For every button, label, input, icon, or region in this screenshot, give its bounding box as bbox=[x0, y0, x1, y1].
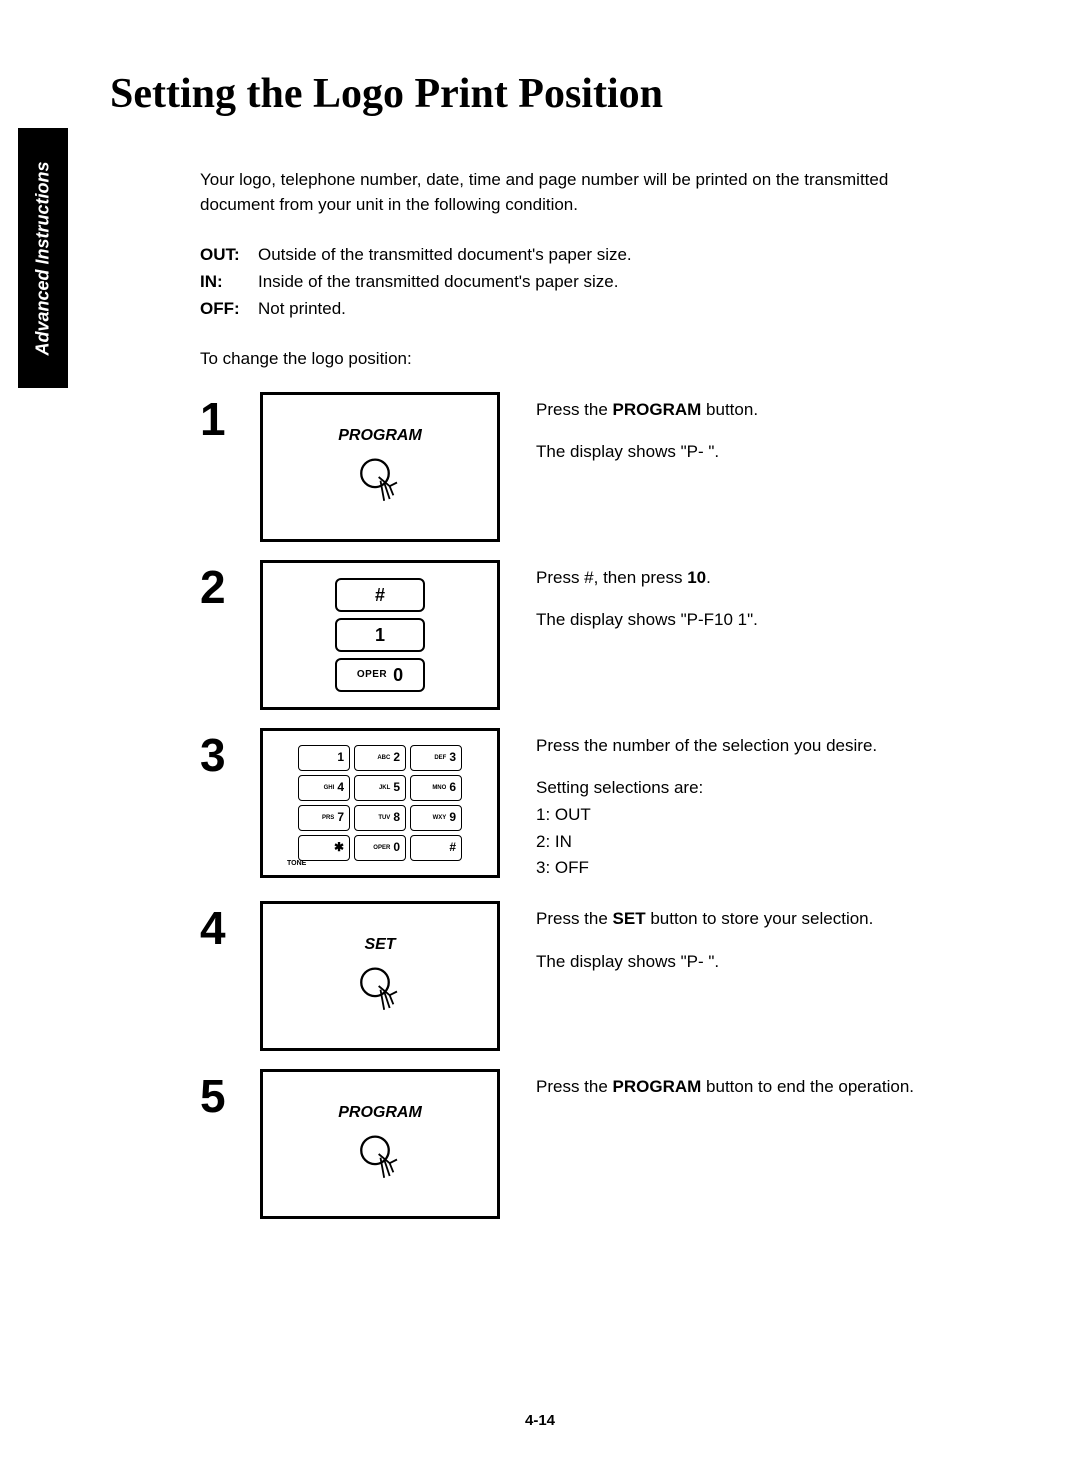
step-diagram: PROGRAM bbox=[260, 1069, 500, 1219]
def-desc: Inside of the transmitted document's pap… bbox=[258, 270, 618, 295]
press-button-icon bbox=[353, 1132, 408, 1187]
kp-0: OPER0 bbox=[354, 835, 406, 861]
step-diagram: # 1 OPER0 bbox=[260, 560, 500, 710]
def-row: IN: Inside of the transmitted document's… bbox=[200, 270, 1020, 295]
kp-hash: # bbox=[410, 835, 462, 861]
selections-intro: Setting selections are: bbox=[536, 776, 956, 801]
step-line: Press #, then press 10. bbox=[536, 566, 956, 591]
key-0: OPER0 bbox=[335, 658, 425, 692]
step-line: Press the SET button to store your selec… bbox=[536, 907, 956, 932]
kp-7: PRS7 bbox=[298, 805, 350, 831]
kp-1: 1 bbox=[298, 745, 350, 771]
press-button-icon bbox=[353, 964, 408, 1019]
step-text: Press the number of the selection you de… bbox=[536, 728, 956, 883]
diagram-label: PROGRAM bbox=[338, 424, 422, 447]
step-5: 5 PROGRAM Press the PROGRAM button to en… bbox=[200, 1069, 1020, 1219]
selection: 1: OUT bbox=[536, 803, 956, 828]
step-text: Press the PROGRAM button to end the oper… bbox=[536, 1069, 956, 1118]
step-line: Press the number of the selection you de… bbox=[536, 734, 956, 759]
step-line: The display shows "P- ". bbox=[536, 950, 956, 975]
definitions-block: OUT: Outside of the transmitted document… bbox=[200, 243, 1020, 321]
step-text: Press #, then press 10. The display show… bbox=[536, 560, 956, 651]
step-line: The display shows "P-F10 1". bbox=[536, 608, 956, 633]
key-hash: # bbox=[335, 578, 425, 612]
step-line: Press the PROGRAM button. bbox=[536, 398, 956, 423]
side-tab: Advanced Instructions bbox=[18, 128, 68, 388]
step-number: 4 bbox=[200, 905, 260, 951]
def-term: IN: bbox=[200, 270, 258, 295]
key-1: 1 bbox=[335, 618, 425, 652]
side-tab-label: Advanced Instructions bbox=[33, 161, 54, 355]
key-stack: # 1 OPER0 bbox=[335, 568, 425, 702]
step-diagram: PROGRAM bbox=[260, 392, 500, 542]
def-desc: Not printed. bbox=[258, 297, 346, 322]
content: Your logo, telephone number, date, time … bbox=[200, 168, 1020, 1219]
def-row: OFF: Not printed. bbox=[200, 297, 1020, 322]
kp-4: GHI4 bbox=[298, 775, 350, 801]
step-3: 3 1 ABC2 DEF3 GHI4 JKL5 MNO6 PRS7 TUV8 W… bbox=[200, 728, 1020, 883]
page-number: 4-14 bbox=[525, 1412, 555, 1429]
intro-text: Your logo, telephone number, date, time … bbox=[200, 168, 960, 217]
step-number: 1 bbox=[200, 396, 260, 442]
keypad: 1 ABC2 DEF3 GHI4 JKL5 MNO6 PRS7 TUV8 WXY… bbox=[288, 735, 472, 871]
step-4: 4 SET Press the SET button to store your… bbox=[200, 901, 1020, 1051]
kp-3: DEF3 bbox=[410, 745, 462, 771]
kp-star: ✱ bbox=[298, 835, 350, 861]
kp-5: JKL5 bbox=[354, 775, 406, 801]
diagram-label: SET bbox=[364, 933, 395, 956]
kp-6: MNO6 bbox=[410, 775, 462, 801]
def-term: OFF: bbox=[200, 297, 258, 322]
step-number: 2 bbox=[200, 564, 260, 610]
step-text: Press the SET button to store your selec… bbox=[536, 901, 956, 992]
steps: 1 PROGRAM Press the PROGRAM button. The … bbox=[200, 392, 1020, 1219]
step-number: 5 bbox=[200, 1073, 260, 1119]
step-text: Press the PROGRAM button. The display sh… bbox=[536, 392, 956, 483]
selection: 3: OFF bbox=[536, 856, 956, 881]
step-2: 2 # 1 OPER0 Press #, then press 10. The … bbox=[200, 560, 1020, 710]
def-desc: Outside of the transmitted document's pa… bbox=[258, 243, 632, 268]
def-row: OUT: Outside of the transmitted document… bbox=[200, 243, 1020, 268]
change-line: To change the logo position: bbox=[200, 347, 1020, 372]
step-1: 1 PROGRAM Press the PROGRAM button. The … bbox=[200, 392, 1020, 542]
tone-label: TONE bbox=[287, 859, 306, 869]
def-term: OUT: bbox=[200, 243, 258, 268]
step-diagram: 1 ABC2 DEF3 GHI4 JKL5 MNO6 PRS7 TUV8 WXY… bbox=[260, 728, 500, 878]
kp-8: TUV8 bbox=[354, 805, 406, 831]
step-line: Press the PROGRAM button to end the oper… bbox=[536, 1075, 956, 1100]
press-button-icon bbox=[353, 455, 408, 510]
selection: 2: IN bbox=[536, 830, 956, 855]
step-number: 3 bbox=[200, 732, 260, 778]
step-diagram: SET bbox=[260, 901, 500, 1051]
step-line: The display shows "P- ". bbox=[536, 440, 956, 465]
diagram-label: PROGRAM bbox=[338, 1101, 422, 1124]
page-title: Setting the Logo Print Position bbox=[110, 70, 1020, 118]
kp-2: ABC2 bbox=[354, 745, 406, 771]
kp-9: WXY9 bbox=[410, 805, 462, 831]
